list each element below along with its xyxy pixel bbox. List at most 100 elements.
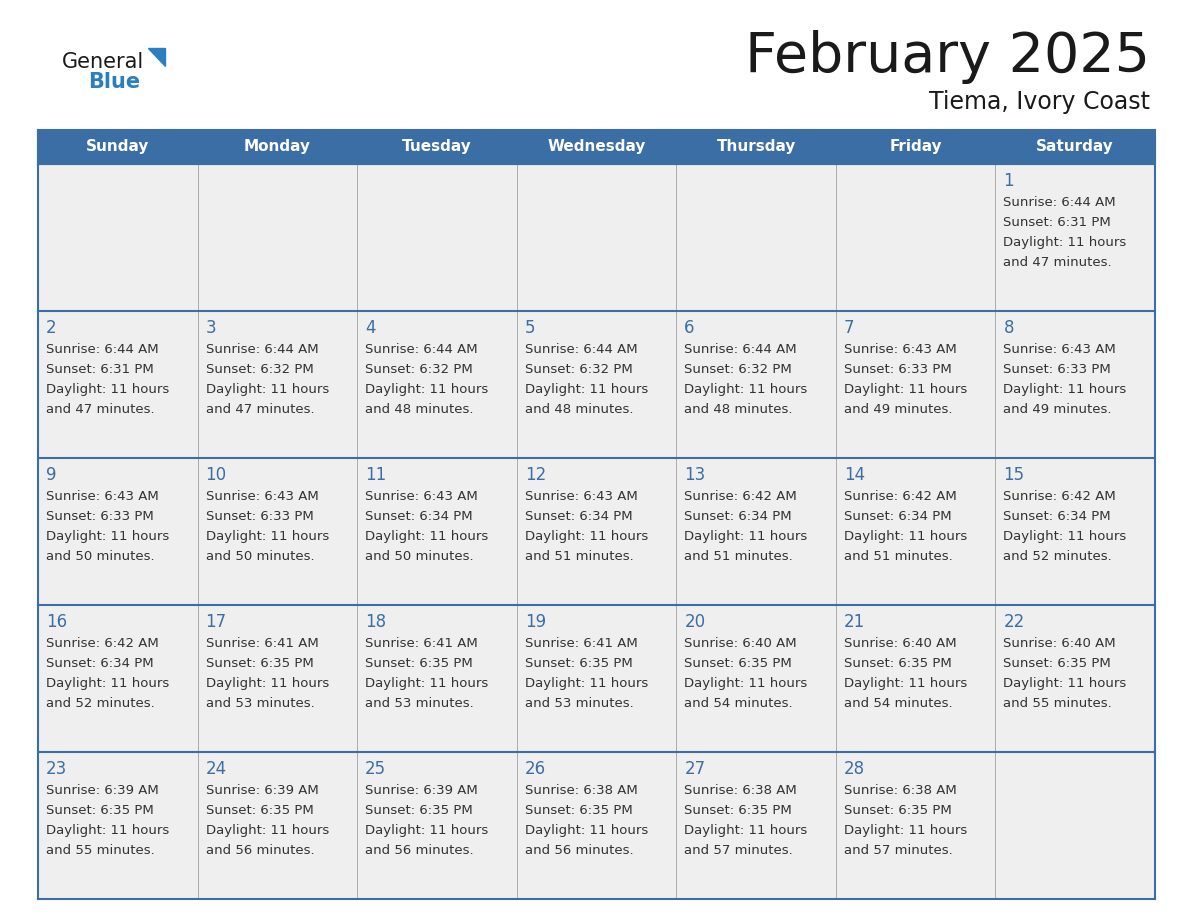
Text: Sunrise: 6:44 AM: Sunrise: 6:44 AM [365,343,478,356]
Text: 11: 11 [365,466,386,484]
Text: Sunset: 6:33 PM: Sunset: 6:33 PM [46,510,153,523]
Text: Daylight: 11 hours: Daylight: 11 hours [1004,236,1126,249]
Bar [38,605,1155,752]
Text: Sunrise: 6:39 AM: Sunrise: 6:39 AM [46,784,159,797]
Text: Sunset: 6:34 PM: Sunset: 6:34 PM [843,510,952,523]
Text: Daylight: 11 hours: Daylight: 11 hours [684,824,808,837]
Text: Daylight: 11 hours: Daylight: 11 hours [525,530,647,543]
Text: 4: 4 [365,319,375,337]
Bar [517,130,676,164]
Text: and 52 minutes.: and 52 minutes. [46,697,154,710]
Text: Sunset: 6:34 PM: Sunset: 6:34 PM [525,510,632,523]
Text: and 51 minutes.: and 51 minutes. [684,550,794,563]
Text: Tuesday: Tuesday [402,140,472,154]
Bar [38,311,1155,458]
Text: and 50 minutes.: and 50 minutes. [365,550,474,563]
Text: 20: 20 [684,613,706,631]
Text: and 51 minutes.: and 51 minutes. [525,550,633,563]
Text: 14: 14 [843,466,865,484]
Text: Sunrise: 6:38 AM: Sunrise: 6:38 AM [684,784,797,797]
Text: Thursday: Thursday [716,140,796,154]
Text: and 48 minutes.: and 48 minutes. [684,403,792,416]
Text: and 57 minutes.: and 57 minutes. [843,844,953,857]
Text: Daylight: 11 hours: Daylight: 11 hours [525,824,647,837]
Text: Daylight: 11 hours: Daylight: 11 hours [46,677,169,690]
Text: 24: 24 [206,760,227,778]
Text: 10: 10 [206,466,227,484]
Text: and 55 minutes.: and 55 minutes. [1004,697,1112,710]
Text: Sunday: Sunday [86,140,150,154]
Text: and 48 minutes.: and 48 minutes. [525,403,633,416]
Text: and 47 minutes.: and 47 minutes. [206,403,314,416]
Text: 1: 1 [1004,172,1015,190]
Text: Sunset: 6:34 PM: Sunset: 6:34 PM [684,510,792,523]
Text: Sunrise: 6:41 AM: Sunrise: 6:41 AM [525,637,638,650]
Text: Daylight: 11 hours: Daylight: 11 hours [46,824,169,837]
Bar [836,130,996,164]
Text: Sunset: 6:34 PM: Sunset: 6:34 PM [365,510,473,523]
Text: Sunrise: 6:42 AM: Sunrise: 6:42 AM [843,490,956,503]
Text: Sunset: 6:35 PM: Sunset: 6:35 PM [365,657,473,670]
Text: 6: 6 [684,319,695,337]
Bar [38,130,1155,164]
Text: Sunset: 6:35 PM: Sunset: 6:35 PM [684,657,792,670]
Text: Sunrise: 6:44 AM: Sunrise: 6:44 AM [684,343,797,356]
Text: Friday: Friday [890,140,942,154]
Text: Daylight: 11 hours: Daylight: 11 hours [525,677,647,690]
Text: Sunrise: 6:40 AM: Sunrise: 6:40 AM [843,637,956,650]
Text: Sunset: 6:32 PM: Sunset: 6:32 PM [206,363,314,376]
Text: 16: 16 [46,613,68,631]
Text: Daylight: 11 hours: Daylight: 11 hours [206,677,329,690]
Bar [38,752,1155,899]
Text: Daylight: 11 hours: Daylight: 11 hours [46,383,169,396]
Text: Sunrise: 6:41 AM: Sunrise: 6:41 AM [365,637,478,650]
Text: 22: 22 [1004,613,1025,631]
Text: Sunset: 6:32 PM: Sunset: 6:32 PM [684,363,792,376]
Text: Sunrise: 6:43 AM: Sunrise: 6:43 AM [843,343,956,356]
Text: 13: 13 [684,466,706,484]
Text: Sunset: 6:35 PM: Sunset: 6:35 PM [684,804,792,817]
Text: Sunset: 6:33 PM: Sunset: 6:33 PM [206,510,314,523]
Text: Sunset: 6:32 PM: Sunset: 6:32 PM [365,363,473,376]
Text: 28: 28 [843,760,865,778]
Text: Sunrise: 6:43 AM: Sunrise: 6:43 AM [1004,343,1117,356]
Text: Blue: Blue [88,72,140,92]
Bar [358,130,517,164]
Text: and 56 minutes.: and 56 minutes. [365,844,474,857]
Text: and 54 minutes.: and 54 minutes. [843,697,953,710]
Text: Sunset: 6:35 PM: Sunset: 6:35 PM [1004,657,1111,670]
Text: February 2025: February 2025 [745,30,1150,84]
Text: 9: 9 [46,466,57,484]
Polygon shape [148,48,165,66]
Text: Daylight: 11 hours: Daylight: 11 hours [1004,677,1126,690]
Text: and 57 minutes.: and 57 minutes. [684,844,794,857]
Bar [197,130,358,164]
Text: Daylight: 11 hours: Daylight: 11 hours [843,383,967,396]
Text: 19: 19 [525,613,545,631]
Text: Sunset: 6:34 PM: Sunset: 6:34 PM [46,657,153,670]
Text: and 51 minutes.: and 51 minutes. [843,550,953,563]
Text: Sunrise: 6:44 AM: Sunrise: 6:44 AM [525,343,637,356]
Text: Daylight: 11 hours: Daylight: 11 hours [206,530,329,543]
Text: and 48 minutes.: and 48 minutes. [365,403,474,416]
Text: Daylight: 11 hours: Daylight: 11 hours [206,824,329,837]
Text: Sunrise: 6:39 AM: Sunrise: 6:39 AM [206,784,318,797]
Bar [996,130,1155,164]
Text: Sunrise: 6:43 AM: Sunrise: 6:43 AM [46,490,159,503]
Text: and 49 minutes.: and 49 minutes. [843,403,953,416]
Text: Daylight: 11 hours: Daylight: 11 hours [843,530,967,543]
Text: Sunset: 6:34 PM: Sunset: 6:34 PM [1004,510,1111,523]
Text: Sunset: 6:32 PM: Sunset: 6:32 PM [525,363,632,376]
Text: Daylight: 11 hours: Daylight: 11 hours [684,677,808,690]
Text: General: General [62,52,144,72]
Text: Daylight: 11 hours: Daylight: 11 hours [46,530,169,543]
Bar [676,130,836,164]
Text: Daylight: 11 hours: Daylight: 11 hours [1004,530,1126,543]
Text: 23: 23 [46,760,68,778]
Text: and 52 minutes.: and 52 minutes. [1004,550,1112,563]
Text: and 54 minutes.: and 54 minutes. [684,697,792,710]
Text: Sunrise: 6:42 AM: Sunrise: 6:42 AM [684,490,797,503]
Text: Wednesday: Wednesday [548,140,646,154]
Text: 8: 8 [1004,319,1013,337]
Text: and 50 minutes.: and 50 minutes. [206,550,314,563]
